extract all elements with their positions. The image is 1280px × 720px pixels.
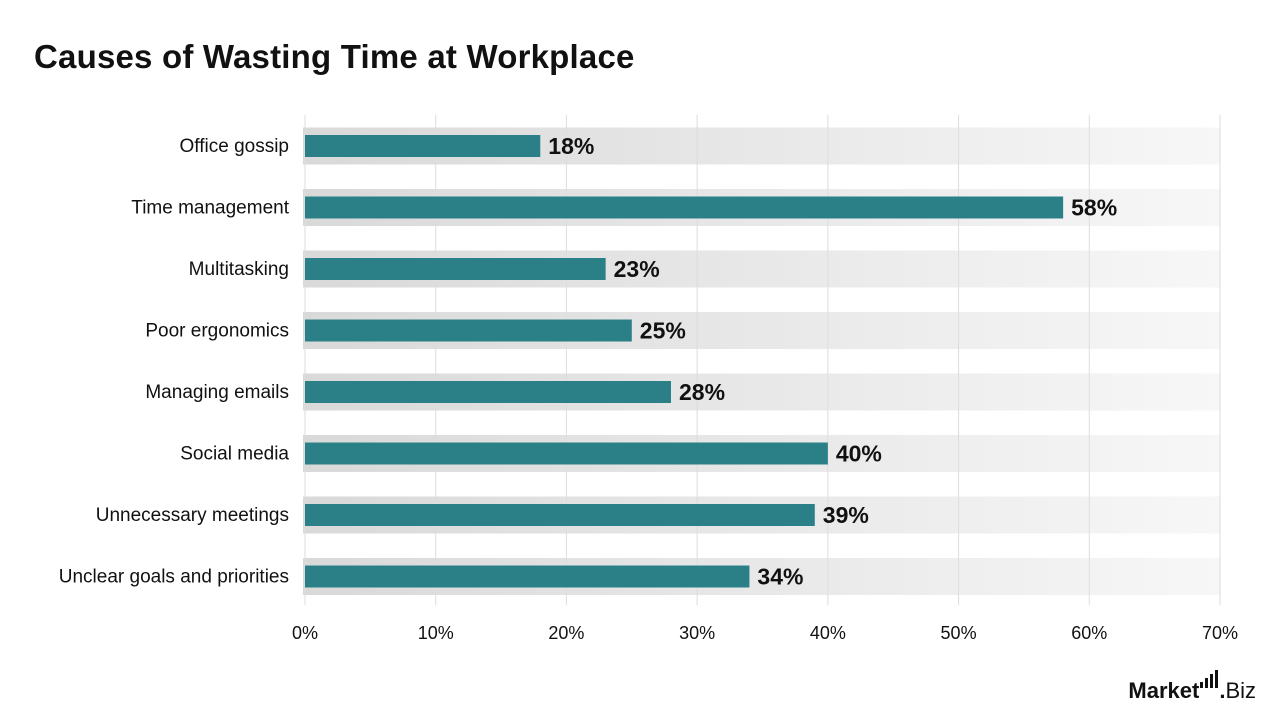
category-label: Poor ergonomics <box>145 321 289 342</box>
bar <box>305 196 1064 219</box>
category-label: Unnecessary meetings <box>96 505 289 526</box>
x-tick-label: 40% <box>810 623 846 643</box>
x-tick-label: 70% <box>1202 623 1238 643</box>
category-label: Managing emails <box>145 382 289 403</box>
value-label: 28% <box>679 379 725 405</box>
bar <box>305 442 828 465</box>
value-labels: 18% 58% 23% 25% 28% 40% 39% 34% <box>548 133 1117 590</box>
x-tick-label: 20% <box>548 623 584 643</box>
x-tick-label: 0% <box>292 623 318 643</box>
value-label: 34% <box>757 564 803 590</box>
bar <box>305 135 541 157</box>
chart-title: Causes of Wasting Time at Workplace <box>34 38 635 75</box>
category-label: Unclear goals and priorities <box>59 567 289 588</box>
value-label: 40% <box>836 441 882 467</box>
value-label: 39% <box>823 502 869 528</box>
x-tick-label: 30% <box>679 623 715 643</box>
x-axis-ticks: 0% 10% 20% 30% 40% 50% 60% 70% <box>292 623 1238 643</box>
x-tick-label: 60% <box>1071 623 1107 643</box>
brand-name-bold: Market <box>1128 678 1200 703</box>
category-label: Social media <box>180 444 289 465</box>
category-label: Time management <box>131 198 289 219</box>
value-label: 58% <box>1071 195 1117 221</box>
category-label: Multitasking <box>189 259 289 280</box>
brand-name-regular: Biz <box>1225 678 1256 703</box>
value-label: 25% <box>640 318 686 344</box>
value-label: 23% <box>614 256 660 282</box>
brand-separator: . <box>1219 678 1226 703</box>
bar <box>305 319 632 342</box>
bar <box>305 565 750 588</box>
brand-logo: Market . Biz <box>1128 670 1256 704</box>
x-tick-label: 50% <box>941 623 977 643</box>
bar <box>305 258 606 280</box>
category-label: Office gossip <box>180 136 289 157</box>
bar <box>305 504 815 526</box>
x-tick-label: 10% <box>418 623 454 643</box>
bar-chart-icon <box>1200 670 1219 688</box>
category-labels: Office gossip Time management Multitasking… <box>59 136 290 588</box>
value-label: 18% <box>548 133 594 159</box>
bars <box>305 135 1064 588</box>
bar <box>305 381 671 403</box>
